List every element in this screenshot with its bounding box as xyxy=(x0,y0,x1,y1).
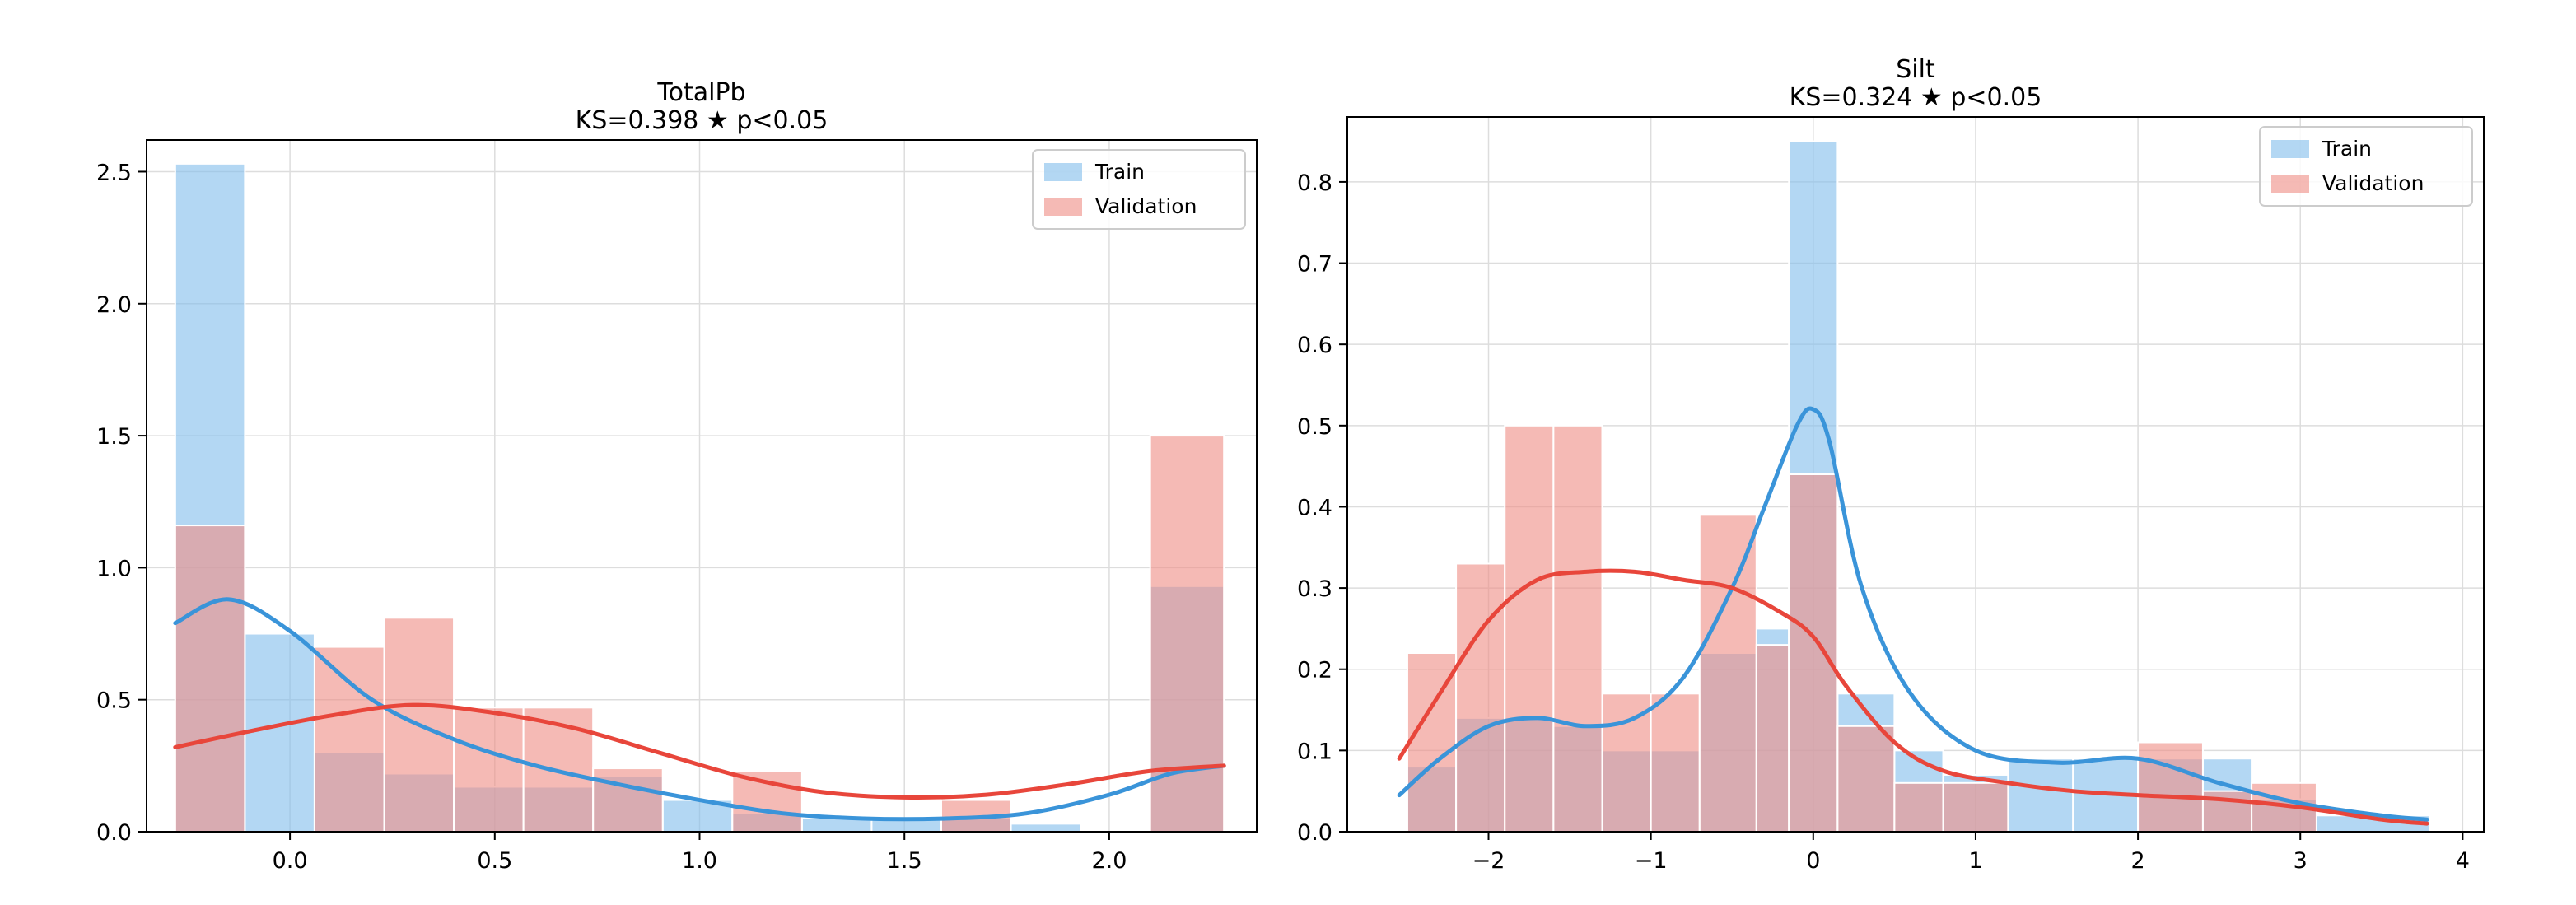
chart-silt: −2 −1 0 1 2 3 4 0.0 0.1 0.2 0.3 0.4 0.5 0.6 0.7 0.8 Silt… xyxy=(1297,55,2485,874)
chart-title: Silt xyxy=(1896,55,1935,84)
legend-label-validation: Validation xyxy=(2322,171,2424,195)
axes-frame xyxy=(146,139,1258,833)
y-tick-label: 0.4 xyxy=(1297,495,1332,520)
bar-validation xyxy=(1942,781,2009,833)
chart-subtitle: KS=0.398 ★ p<0.05 xyxy=(576,106,828,135)
chart-totalpb: 0.0 0.5 1.0 1.5 2.0 0.0 0.5 1.0 1.5 2.0 2.5 TotalPb… xyxy=(96,78,1258,874)
x-tick-label: 3 xyxy=(2294,848,2308,874)
bar-validation xyxy=(731,770,803,833)
bar-validation xyxy=(2137,741,2204,833)
legend: Train Validation xyxy=(1032,149,1246,230)
bar-train xyxy=(244,632,315,833)
y-axis-ticks: 0.0 0.5 1.0 1.5 2.0 2.5 xyxy=(96,160,147,846)
bar-validation xyxy=(1698,514,1757,833)
bar-validation xyxy=(592,767,664,833)
y-tick-label: 0.8 xyxy=(1297,170,1332,196)
legend-swatch-validation xyxy=(1044,198,1082,216)
y-tick-label: 2.0 xyxy=(96,292,132,318)
x-tick-label: 4 xyxy=(2456,848,2470,874)
bar-train xyxy=(2007,758,2074,833)
bar-validation xyxy=(453,707,525,833)
bars-validation xyxy=(174,435,1225,833)
x-axis-ticks: 0.0 0.5 1.0 1.5 2.0 xyxy=(273,832,1127,874)
kde-line-train xyxy=(1397,406,2429,822)
chart-title: TotalPb xyxy=(656,78,745,107)
legend-label-train: Train xyxy=(2322,137,2372,161)
legend-swatch-train xyxy=(1044,163,1082,181)
x-axis-ticks: −2 −1 0 1 2 3 4 xyxy=(1472,832,2470,874)
x-tick-label: 0.0 xyxy=(273,848,308,874)
bar-validation xyxy=(1504,424,1555,833)
x-tick-label: 1.0 xyxy=(682,848,717,874)
y-tick-label: 1.5 xyxy=(96,424,132,450)
bar-validation xyxy=(1836,725,1896,833)
legend-swatch-train xyxy=(2271,140,2309,158)
axes-frame xyxy=(1346,116,2485,833)
y-tick-label: 0.2 xyxy=(1297,658,1332,683)
bar-validation xyxy=(1788,473,1839,833)
legend-swatch-validation xyxy=(2271,175,2309,193)
y-tick-label: 1.0 xyxy=(96,556,132,581)
y-tick-label: 2.5 xyxy=(96,160,132,185)
x-tick-label: 2.0 xyxy=(1091,848,1127,874)
y-tick-label: 0.0 xyxy=(1297,820,1332,846)
bar-train xyxy=(1010,823,1082,833)
kde-line-validation xyxy=(173,702,1226,800)
chart-subtitle: KS=0.324 ★ p<0.05 xyxy=(1790,83,2042,112)
y-tick-label: 0.7 xyxy=(1297,252,1332,278)
y-tick-label: 0.3 xyxy=(1297,576,1332,602)
y-axis-ticks: 0.0 0.1 0.2 0.3 0.4 0.5 0.6 0.7 0.8 xyxy=(1297,170,1347,846)
x-tick-label: 2 xyxy=(2130,848,2144,874)
x-tick-label: 1.5 xyxy=(887,848,922,874)
bar-validation xyxy=(313,646,385,833)
legend: Train Validation xyxy=(2259,126,2473,207)
y-tick-label: 0.1 xyxy=(1297,739,1332,764)
legend-box xyxy=(1032,149,1246,230)
y-tick-label: 0.0 xyxy=(96,820,132,846)
x-tick-label: 0.5 xyxy=(477,848,512,874)
legend-box xyxy=(2259,126,2473,207)
y-tick-label: 0.5 xyxy=(96,688,132,714)
x-tick-label: 0 xyxy=(1806,848,1820,874)
x-tick-label: −2 xyxy=(1472,848,1505,874)
legend-label-validation: Validation xyxy=(1095,194,1197,218)
bar-validation xyxy=(1893,781,1944,833)
x-tick-label: −1 xyxy=(1635,848,1668,874)
bar-validation xyxy=(1455,562,1506,833)
kde-line-validation xyxy=(1397,568,2429,826)
y-tick-label: 0.6 xyxy=(1297,333,1332,358)
bar-validation xyxy=(174,525,246,833)
kde-line-train xyxy=(173,597,1226,822)
x-tick-label: 1 xyxy=(1968,848,1982,874)
bar-validation xyxy=(1755,644,1790,833)
y-tick-label: 0.5 xyxy=(1297,414,1332,440)
bar-validation xyxy=(1650,693,1701,833)
legend-label-train: Train xyxy=(1094,160,1145,184)
bar-validation xyxy=(1552,424,1603,833)
